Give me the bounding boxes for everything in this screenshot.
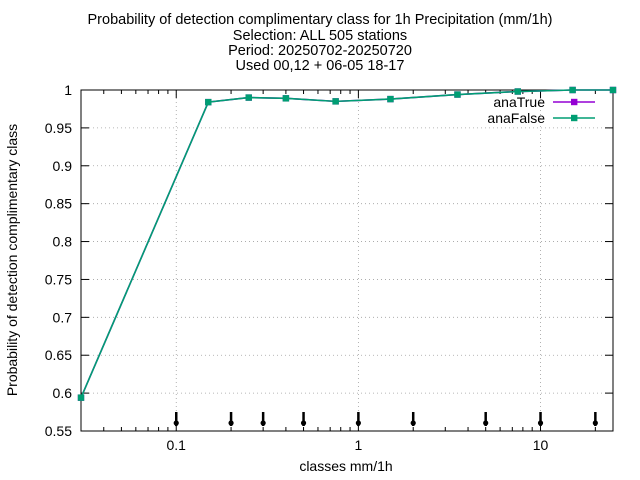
legend-marker-anaFalse — [571, 114, 578, 122]
y-tick-label: 0.8 — [53, 234, 73, 250]
data-point-anaFalse — [609, 86, 617, 94]
y-tick-label: 0.55 — [45, 423, 72, 439]
x-tick-label: 0.1 — [167, 437, 187, 453]
y-tick-label: 0.95 — [45, 120, 72, 136]
class-marker-dot — [300, 420, 307, 426]
y-tick-label: 0.7 — [53, 309, 73, 325]
data-point-anaFalse — [569, 86, 576, 94]
y-tick-label: 0.85 — [45, 196, 72, 212]
legend-label-anaFalse: anaFalse — [487, 110, 545, 126]
data-point-anaFalse — [77, 394, 85, 401]
data-point-anaFalse — [387, 95, 394, 103]
x-axis-label: classes mm/1h — [299, 458, 392, 474]
class-marker-dot — [592, 420, 598, 426]
legend-marker-anaTrue — [571, 98, 578, 106]
series-line-anaTrue — [80, 89, 613, 398]
y-tick-label: 0.9 — [53, 158, 73, 174]
class-marker-dot — [483, 420, 489, 426]
class-marker-dot — [228, 420, 234, 426]
y-axis-label: Probability of detection complimentary c… — [4, 124, 20, 396]
class-marker-dot — [260, 420, 266, 426]
x-tick-label: 10 — [533, 437, 549, 453]
series-group — [77, 86, 617, 401]
ticks: 0.55 0.6 0.65 0.7 0.75 0.8 0.85 0.9 0.95 1 0.1 1 10 — [45, 82, 613, 453]
data-point-anaFalse — [514, 88, 521, 95]
class-marker-dot — [410, 420, 416, 426]
class-markers — [173, 412, 598, 426]
x-tick-label: 1 — [354, 437, 362, 453]
legend-label-anaTrue: anaTrue — [493, 94, 545, 110]
data-point-anaFalse — [332, 98, 339, 105]
data-point-anaFalse — [282, 95, 290, 102]
title-line-3: Period: 20250702-20250720 — [228, 43, 412, 59]
title-line-4: Used 00,12 + 06-05 18-17 — [235, 58, 405, 74]
series-line-anaFalse — [80, 89, 613, 398]
grid — [81, 90, 613, 431]
title-line-1: Probability of detection complimentary c… — [87, 12, 553, 28]
data-point-anaFalse — [454, 91, 461, 98]
class-marker-dot — [355, 420, 361, 426]
data-point-anaFalse — [245, 94, 252, 101]
title-line-2: Selection: ALL 505 stations — [232, 28, 408, 44]
y-tick-label: 0.75 — [45, 271, 72, 287]
class-marker-dot — [173, 420, 179, 426]
y-tick-label: 0.65 — [45, 347, 72, 363]
class-marker-dot — [537, 420, 544, 426]
y-tick-label: 0.6 — [53, 385, 73, 401]
y-tick-label: 1 — [64, 82, 72, 98]
plot-frame — [80, 89, 614, 432]
data-point-anaFalse — [205, 98, 212, 106]
